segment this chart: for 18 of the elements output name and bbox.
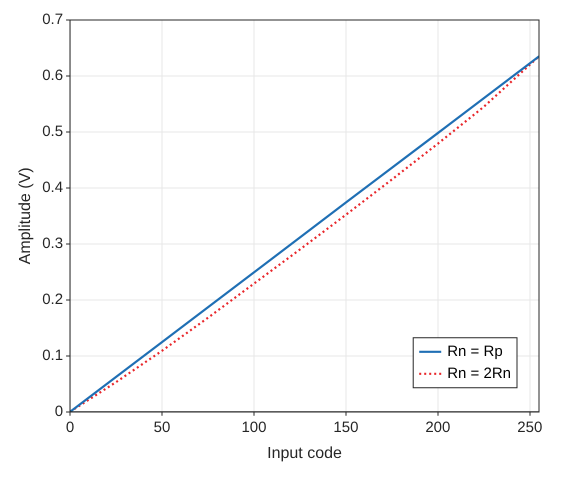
x-tick-label: 50 (154, 418, 170, 436)
y-tick-label: 0.1 (42, 346, 64, 364)
y-tick-label: 0 (54, 402, 64, 420)
x-tick-label: 0 (66, 418, 74, 436)
x-tick-label: 150 (333, 418, 358, 436)
legend-label: Rn = Rp (447, 342, 503, 360)
legend-label: Rn = 2Rn (447, 364, 512, 382)
x-tick-label: 200 (425, 418, 450, 436)
y-tick-label: 0.7 (42, 11, 64, 28)
x-tick-label: 250 (517, 418, 542, 436)
x-axis-title: Input code (267, 444, 342, 462)
y-tick-label: 0.5 (42, 123, 64, 140)
y-tick-label: 0.6 (42, 67, 64, 84)
x-tick-label: 100 (241, 418, 266, 436)
y-tick-label: 0.2 (42, 291, 64, 308)
y-tick-label: 0.3 (42, 235, 64, 252)
y-axis-title: Amplitude (V) (17, 167, 34, 264)
y-tick-label: 0.4 (42, 179, 64, 196)
